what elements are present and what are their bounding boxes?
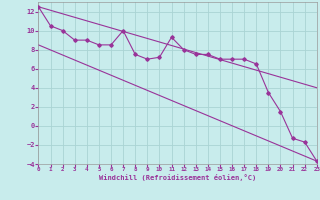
X-axis label: Windchill (Refroidissement éolien,°C): Windchill (Refroidissement éolien,°C) xyxy=(99,174,256,181)
